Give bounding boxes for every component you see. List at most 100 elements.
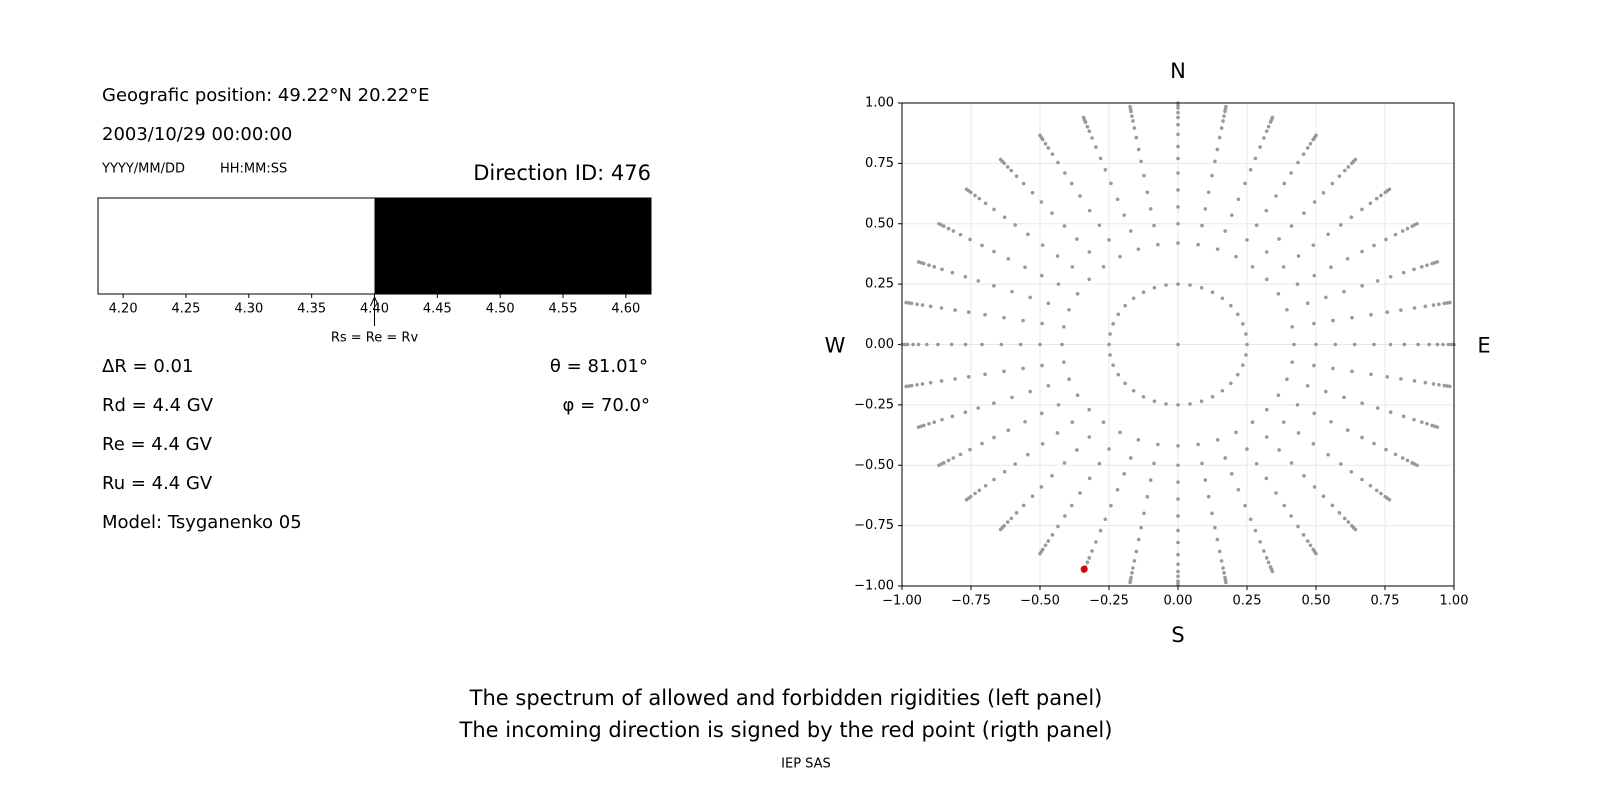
direction-point — [1222, 114, 1226, 118]
direction-point — [1235, 312, 1240, 317]
direction-point — [1200, 223, 1204, 228]
direction-point — [904, 300, 908, 305]
direction-point — [973, 491, 977, 496]
direction-point — [998, 157, 1003, 162]
direction-point — [1220, 296, 1225, 301]
direction-point — [1221, 566, 1225, 570]
direction-point — [950, 270, 955, 275]
direction-point — [1448, 384, 1452, 389]
direction-point — [1109, 503, 1113, 508]
direction-point — [1055, 254, 1060, 258]
direction-point — [1236, 487, 1241, 492]
direction-point — [1118, 430, 1122, 435]
direction-point — [1250, 265, 1255, 269]
direction-point — [1329, 419, 1333, 424]
direction-point — [1176, 110, 1180, 115]
direction-point — [1274, 491, 1278, 495]
direction-point — [1176, 540, 1180, 545]
direction-point — [904, 384, 908, 389]
direction-point — [1262, 549, 1266, 553]
direction-point — [1324, 389, 1328, 394]
direction-point — [1005, 165, 1010, 169]
direction-point — [1266, 560, 1271, 565]
direction-point — [1290, 360, 1294, 364]
direction-point — [1296, 160, 1300, 165]
direction-point — [1235, 372, 1240, 377]
direction-point — [1401, 270, 1406, 275]
direction-point — [1107, 238, 1111, 242]
x-tick-label: 4.55 — [549, 302, 578, 317]
direction-point — [1305, 301, 1310, 306]
direction-point — [1312, 200, 1317, 204]
direction-point — [1152, 285, 1157, 290]
direction-point — [1164, 402, 1168, 406]
direction-point — [1295, 403, 1300, 407]
direction-point — [1412, 306, 1417, 310]
direction-point — [1087, 476, 1092, 481]
direction-point — [939, 306, 944, 310]
direction-point — [1342, 395, 1346, 400]
direction-point — [1369, 312, 1373, 317]
direction-point — [1115, 197, 1120, 202]
direction-point — [1384, 447, 1388, 452]
direction-point — [1290, 325, 1294, 329]
direction-point — [1030, 494, 1035, 498]
direction-point — [920, 303, 925, 307]
direction-point — [951, 456, 956, 460]
direction-point — [1087, 407, 1091, 412]
compass-label: N — [1170, 59, 1186, 83]
direction-point — [950, 414, 955, 419]
direction-point — [1062, 360, 1066, 364]
direction-point — [992, 207, 996, 212]
direction-point — [1350, 315, 1354, 320]
direction-point — [1139, 159, 1143, 164]
datetime: 2003/10/29 00:00:00 — [102, 124, 292, 145]
direction-point — [980, 342, 984, 347]
direction-point — [1002, 469, 1007, 474]
direction-point — [1132, 559, 1137, 563]
direction-point — [1312, 363, 1316, 368]
direction-point — [1210, 394, 1215, 399]
direction-point — [1215, 147, 1220, 152]
direction-point — [1087, 556, 1092, 560]
direction-point — [1295, 282, 1300, 286]
direction-point — [1098, 156, 1103, 161]
direction-point — [1213, 525, 1217, 530]
direction-point — [1277, 448, 1281, 452]
direction-point — [1253, 528, 1258, 533]
direction-point — [1224, 104, 1228, 109]
direction-point — [1431, 382, 1436, 386]
direction-point — [1399, 377, 1403, 381]
direction-point — [946, 226, 951, 231]
direction-point — [983, 483, 988, 488]
direction-point — [1090, 136, 1094, 140]
direction-point — [1331, 366, 1335, 371]
direction-point — [976, 279, 981, 283]
direction-point — [1069, 181, 1074, 186]
y-tick-label: 0.25 — [865, 277, 894, 292]
direction-point — [963, 342, 968, 347]
direction-point — [1400, 456, 1405, 460]
direction-point — [932, 420, 937, 424]
direction-point — [1039, 411, 1044, 416]
direction-point — [1441, 342, 1445, 347]
direction-point — [1360, 401, 1364, 405]
direction-point — [1264, 476, 1269, 481]
direction-point — [1098, 528, 1103, 533]
direction-point — [1046, 539, 1051, 543]
direction-point — [936, 342, 940, 347]
direction-point — [1010, 395, 1014, 400]
direction-point — [1311, 243, 1316, 247]
direction-point — [1282, 503, 1287, 508]
direction-point — [1039, 200, 1044, 204]
direction-point — [1087, 129, 1092, 133]
direction-point — [939, 379, 944, 383]
direction-point — [1245, 447, 1249, 451]
direction-point — [1129, 456, 1133, 460]
direction-point — [1152, 399, 1157, 404]
direction-point — [1360, 284, 1364, 288]
direction-point — [1435, 260, 1440, 264]
direction-point — [1136, 147, 1141, 152]
direction-point — [1314, 342, 1318, 347]
